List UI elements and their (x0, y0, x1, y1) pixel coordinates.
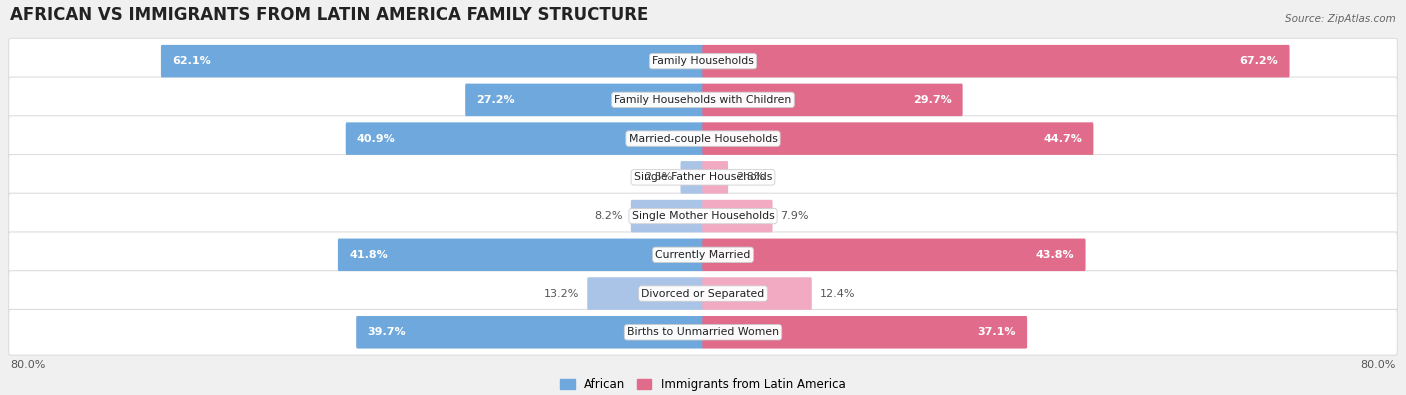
FancyBboxPatch shape (631, 200, 703, 232)
Text: 62.1%: 62.1% (172, 56, 211, 66)
FancyBboxPatch shape (588, 277, 703, 310)
Text: 27.2%: 27.2% (477, 95, 515, 105)
Text: 43.8%: 43.8% (1036, 250, 1074, 260)
FancyBboxPatch shape (346, 122, 703, 155)
Text: 44.7%: 44.7% (1043, 134, 1083, 144)
Text: Births to Unmarried Women: Births to Unmarried Women (627, 327, 779, 337)
Text: Source: ZipAtlas.com: Source: ZipAtlas.com (1285, 14, 1396, 24)
FancyBboxPatch shape (703, 277, 811, 310)
FancyBboxPatch shape (8, 77, 1398, 123)
Text: Currently Married: Currently Married (655, 250, 751, 260)
FancyBboxPatch shape (703, 84, 963, 116)
Text: 80.0%: 80.0% (1361, 360, 1396, 370)
FancyBboxPatch shape (465, 84, 703, 116)
Text: 29.7%: 29.7% (912, 95, 952, 105)
Text: 2.5%: 2.5% (644, 172, 672, 182)
FancyBboxPatch shape (337, 239, 703, 271)
Text: Single Father Households: Single Father Households (634, 172, 772, 182)
FancyBboxPatch shape (8, 232, 1398, 278)
Text: 2.8%: 2.8% (737, 172, 765, 182)
FancyBboxPatch shape (8, 309, 1398, 355)
Legend: African, Immigrants from Latin America: African, Immigrants from Latin America (558, 376, 848, 393)
Text: Family Households: Family Households (652, 56, 754, 66)
Text: Family Households with Children: Family Households with Children (614, 95, 792, 105)
FancyBboxPatch shape (160, 45, 703, 77)
FancyBboxPatch shape (703, 200, 772, 232)
FancyBboxPatch shape (681, 161, 703, 194)
FancyBboxPatch shape (703, 316, 1028, 348)
FancyBboxPatch shape (703, 239, 1085, 271)
FancyBboxPatch shape (8, 271, 1398, 316)
Text: 8.2%: 8.2% (595, 211, 623, 221)
Text: 67.2%: 67.2% (1240, 56, 1278, 66)
Text: 13.2%: 13.2% (544, 289, 579, 299)
Text: 40.9%: 40.9% (357, 134, 395, 144)
Text: 39.7%: 39.7% (367, 327, 406, 337)
Text: 37.1%: 37.1% (977, 327, 1017, 337)
FancyBboxPatch shape (8, 116, 1398, 162)
Text: 12.4%: 12.4% (820, 289, 855, 299)
FancyBboxPatch shape (8, 38, 1398, 84)
Text: 41.8%: 41.8% (349, 250, 388, 260)
Text: 80.0%: 80.0% (10, 360, 45, 370)
FancyBboxPatch shape (8, 193, 1398, 239)
FancyBboxPatch shape (703, 161, 728, 194)
Text: AFRICAN VS IMMIGRANTS FROM LATIN AMERICA FAMILY STRUCTURE: AFRICAN VS IMMIGRANTS FROM LATIN AMERICA… (10, 6, 648, 24)
Text: 7.9%: 7.9% (780, 211, 808, 221)
Text: Divorced or Separated: Divorced or Separated (641, 289, 765, 299)
Text: Married-couple Households: Married-couple Households (628, 134, 778, 144)
Text: Single Mother Households: Single Mother Households (631, 211, 775, 221)
FancyBboxPatch shape (703, 122, 1094, 155)
FancyBboxPatch shape (8, 154, 1398, 200)
FancyBboxPatch shape (703, 45, 1289, 77)
FancyBboxPatch shape (356, 316, 703, 348)
